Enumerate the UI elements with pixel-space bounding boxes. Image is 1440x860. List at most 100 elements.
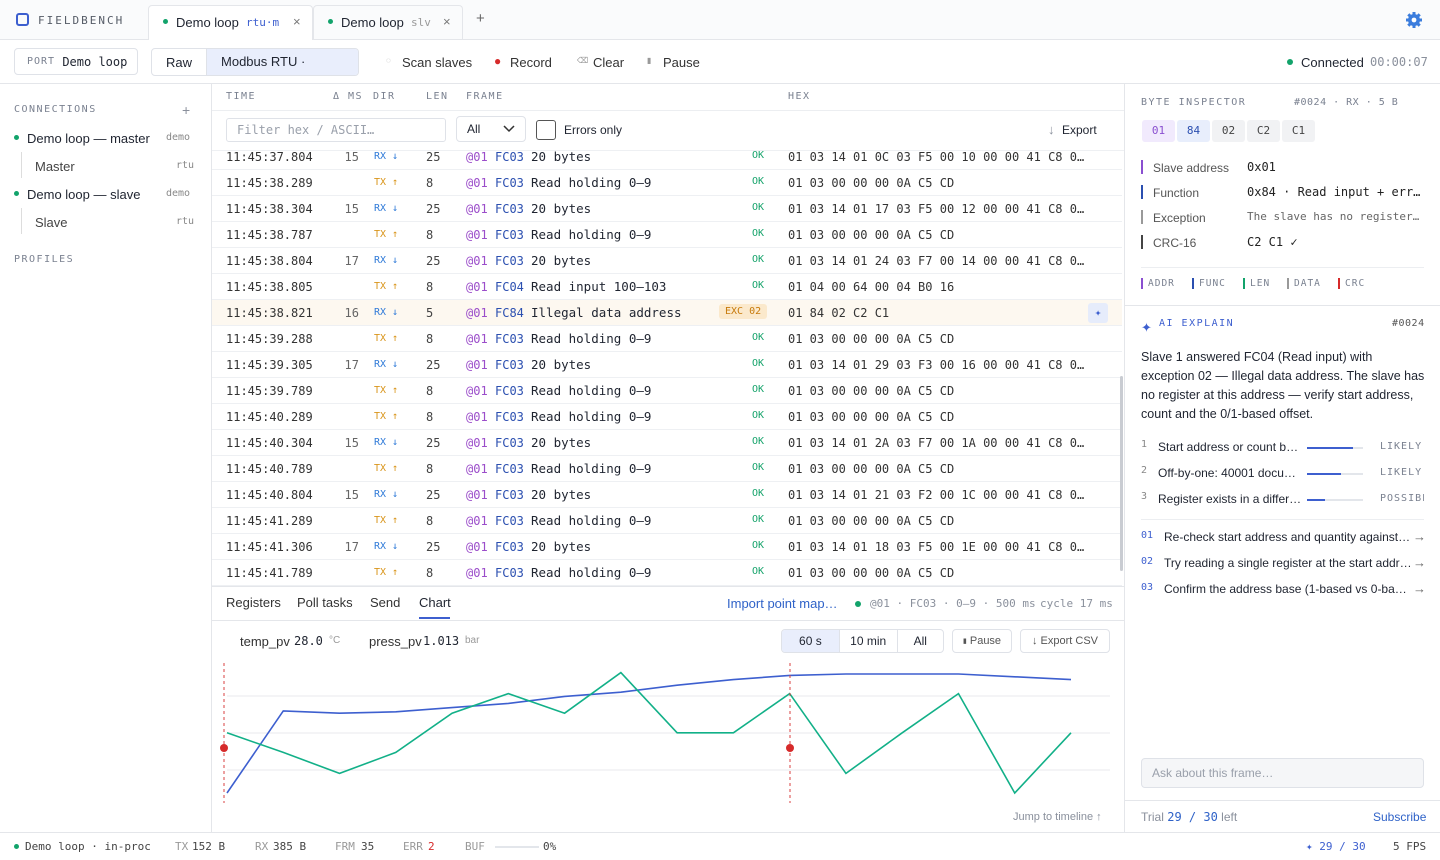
- frame: Read holding 0–9: [531, 383, 652, 398]
- action[interactable]: Pause: [663, 55, 700, 70]
- row[interactable]: 11:45:39.789 TX ↑ 8 @01 FC03 Read holding 0–9…: [212, 378, 1122, 404]
- new-tab[interactable]: +: [476, 10, 485, 27]
- child-name[interactable]: Slave: [35, 215, 68, 230]
- import-link[interactable]: Import point map…: [727, 596, 838, 611]
- connection-name[interactable]: Demo loop — slave: [27, 187, 141, 202]
- legend-label: DATA: [1294, 278, 1321, 289]
- port-select[interactable]: PORT Demo loop: [14, 48, 138, 75]
- step-arrow: →: [1413, 555, 1426, 570]
- byte-chip[interactable]: 02: [1212, 120, 1245, 142]
- row[interactable]: 11:45:39.305 17 RX ↓ 25 @01 FC03 20 bytes OK 01 …: [212, 352, 1122, 378]
- range[interactable]: All: [896, 630, 943, 652]
- row[interactable]: 11:45:41.289 TX ↑ 8 @01 FC03 Read holding 0–9…: [212, 508, 1122, 534]
- function-code: FC03: [495, 202, 524, 216]
- frame: Illegal data address: [531, 305, 682, 320]
- delta-ms: 17: [344, 540, 359, 554]
- frame: 20 bytes: [531, 150, 592, 164]
- settings-icon[interactable]: [1405, 11, 1423, 29]
- status: OK: [752, 566, 765, 577]
- text: 29 / 30: [1167, 810, 1218, 824]
- explain: ✦: [1088, 303, 1108, 323]
- mode-active[interactable]: Modbus RTU · Master: [206, 49, 358, 75]
- frame: Read holding 0–9: [531, 565, 652, 580]
- export-button[interactable]: Export: [1062, 123, 1097, 137]
- pause-chart[interactable]: ▮ Pause: [952, 629, 1012, 653]
- byte-chip[interactable]: C1: [1282, 120, 1315, 142]
- frame: Read holding 0–9: [531, 461, 652, 476]
- action[interactable]: Clear: [593, 55, 625, 70]
- step-text[interactable]: Re-check start address and quantity agai…: [1164, 530, 1412, 544]
- subscribe[interactable]: Subscribe: [1373, 810, 1427, 824]
- hex: 01 84 02 C2 C1: [788, 306, 890, 320]
- jump-timeline[interactable]: Jump to timeline ↑: [1013, 811, 1102, 823]
- status: OK: [752, 488, 765, 499]
- tab-close[interactable]: ×: [293, 14, 301, 29]
- tab[interactable]: [313, 5, 463, 40]
- filter-select[interactable]: All: [456, 116, 526, 142]
- direction: RX ↓: [374, 307, 399, 318]
- chart: [220, 663, 1110, 803]
- time: 11:45:39.789: [226, 384, 313, 398]
- byte-chip[interactable]: C2: [1247, 120, 1280, 142]
- row[interactable]: 11:45:38.804 17 RX ↓ 25 @01 FC03 20 bytes OK 01 …: [212, 248, 1122, 274]
- row-selected[interactable]: 11:45:38.821 16 RX ↓ 5 @01 FC84 Illegal data a…: [212, 300, 1122, 326]
- range[interactable]: 60 s: [782, 630, 839, 652]
- status: OK: [752, 384, 765, 395]
- step-number: 03: [1141, 582, 1154, 593]
- child-tag: rtu: [176, 216, 195, 227]
- child-tag: rtu: [176, 160, 195, 171]
- tab-tag: slv: [411, 16, 431, 29]
- status: OK: [752, 202, 765, 213]
- ai-summary: Slave 1 answered FC04 (Read input) with …: [1141, 350, 1425, 421]
- panel-tab[interactable]: Send: [370, 595, 401, 610]
- connection-status: Connected: [1301, 55, 1364, 70]
- panel-tab[interactable]: Registers: [226, 595, 281, 610]
- tab-close[interactable]: ×: [443, 14, 451, 29]
- row[interactable]: 11:45:40.804 15 RX ↓ 25 @01 FC03 20 bytes OK 01 …: [212, 482, 1122, 508]
- filter-input[interactable]: Filter hex / ASCII…: [226, 118, 446, 142]
- export-csv[interactable]: ↓ Export CSV: [1020, 629, 1110, 653]
- errors-checkbox[interactable]: [536, 120, 556, 140]
- delta-ms: 15: [344, 150, 359, 164]
- row[interactable]: 11:45:40.289 TX ↑ 8 @01 FC03 Read holding 0–9…: [212, 404, 1122, 430]
- ai-count: ✦ 29 / 30: [1306, 840, 1366, 853]
- function-code: FC03: [495, 436, 524, 450]
- legend-label: LEN: [1250, 278, 1271, 289]
- row[interactable]: 11:45:38.787 TX ↑ 8 @01 FC03 Read holding 0–9…: [212, 222, 1122, 248]
- action[interactable]: Record: [510, 55, 552, 70]
- row[interactable]: 11:45:39.288 TX ↑ 8 @01 FC03 Read holding 0–9…: [212, 326, 1122, 352]
- step-text[interactable]: Try reading a single register at the sta…: [1164, 556, 1412, 570]
- hex: 01 03 14 01 18 03 F5 00 1E 00 00 41 C8 0…: [788, 540, 1088, 554]
- byte-chip[interactable]: 01: [1142, 120, 1175, 142]
- function-code: FC03: [495, 358, 524, 372]
- status: OK: [752, 410, 765, 421]
- step-text[interactable]: Confirm the address base (1-based vs 0-b…: [1164, 582, 1412, 596]
- row[interactable]: 11:45:41.306 17 RX ↓ 25 @01 FC03 20 bytes OK 01 …: [212, 534, 1122, 560]
- row[interactable]: 11:45:38.304 15 RX ↓ 25 @01 FC03 20 bytes OK 01 …: [212, 196, 1122, 222]
- add-connection[interactable]: +: [182, 102, 191, 118]
- status: EXC 02: [719, 304, 768, 319]
- row[interactable]: 11:45:41.789 TX ↑ 8 @01 FC03 Read holding 0–9…: [212, 560, 1122, 586]
- function-code: FC03: [495, 566, 524, 580]
- legend-name: press_pv: [369, 634, 422, 649]
- panel-tab[interactable]: Chart: [419, 595, 451, 610]
- tab-label: Demo loop: [341, 15, 404, 30]
- delta-ms: 17: [344, 358, 359, 372]
- byte-chip[interactable]: 84: [1177, 120, 1210, 142]
- legend-label: ADDR: [1148, 278, 1175, 289]
- range[interactable]: 10 min: [838, 630, 897, 652]
- action[interactable]: Scan slaves: [402, 55, 473, 70]
- event-dot: [220, 744, 228, 752]
- row[interactable]: 11:45:40.789 TX ↑ 8 @01 FC03 Read holding 0–9…: [212, 456, 1122, 482]
- tab[interactable]: [148, 5, 313, 40]
- ask-input[interactable]: Ask about this frame…: [1141, 758, 1424, 788]
- row[interactable]: 11:45:38.805 TX ↑ 8 @01 FC04 Read input 100–1…: [212, 274, 1122, 300]
- mode[interactable]: Raw: [166, 54, 193, 70]
- panel-tab[interactable]: Poll tasks: [297, 595, 353, 610]
- row[interactable]: 11:45:40.304 15 RX ↓ 25 @01 FC03 20 bytes OK 01 …: [212, 430, 1122, 456]
- child-name[interactable]: Master: [35, 159, 75, 174]
- connection-name[interactable]: Demo loop — master: [27, 131, 150, 146]
- row[interactable]: 11:45:37.804 15 RX ↓ 25 @01 FC03 20 bytes OK 01 …: [212, 150, 1122, 170]
- status: OK: [752, 514, 765, 525]
- row[interactable]: 11:45:38.289 TX ↑ 8 @01 FC03 Read holding 0–9…: [212, 170, 1122, 196]
